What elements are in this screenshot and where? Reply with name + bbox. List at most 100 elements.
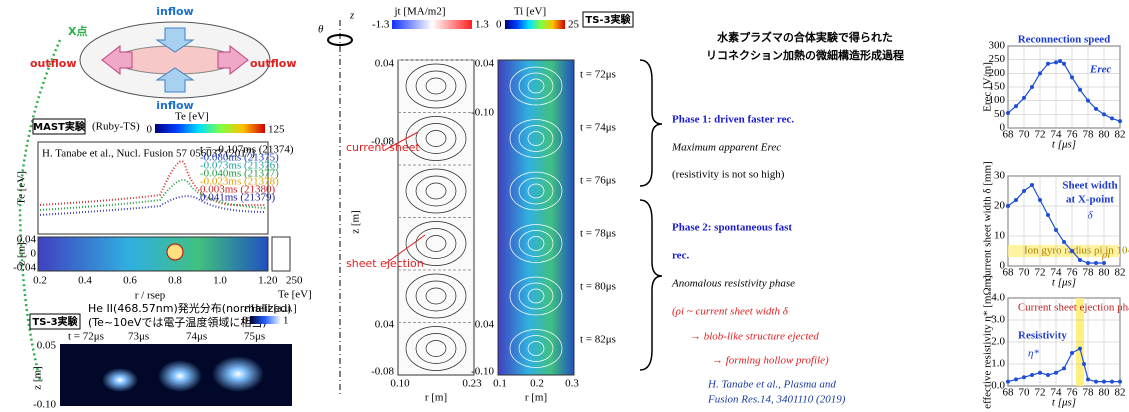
tick-label: 0.23 <box>462 378 482 390</box>
point <box>1030 373 1034 377</box>
point <box>1086 377 1090 381</box>
point <box>1118 119 1122 123</box>
image <box>167 244 183 260</box>
y-axis-label: Erec [V/m] <box>982 62 994 112</box>
label: inflow <box>156 5 193 18</box>
time-label: t = 72μs <box>68 331 104 343</box>
heading: Phase 2: spontaneous fast <box>672 222 792 234</box>
tick-label: 0 <box>272 275 278 287</box>
point <box>1078 347 1082 351</box>
x-tick-label: 82 <box>1115 267 1126 279</box>
annotation: Erec <box>1089 64 1112 76</box>
citation: Fusion Res.14, 3401110 (2019) <box>707 394 846 406</box>
text: Anomalous resistivity phase <box>671 278 795 290</box>
point <box>1038 71 1042 75</box>
title: 水素プラズマの合体実験で得られた <box>717 30 893 44</box>
point <box>1046 373 1050 377</box>
tick-label: -0.10 <box>471 107 494 119</box>
colorbar <box>155 124 265 133</box>
point <box>1058 59 1062 63</box>
tick-label: 0 <box>31 248 37 260</box>
ti-map <box>498 60 574 375</box>
x-tick-label: 70 <box>1019 387 1031 399</box>
citation: H. Tanabe et al., Plasma and <box>707 379 836 391</box>
middle-panel: z θ jt [MA/m2] -1.3 1.3 Ti [eV] 0 25 TS-… <box>318 6 662 404</box>
x-tick-label: 70 <box>1019 267 1031 279</box>
label: jt [MA/m2] <box>393 6 445 18</box>
colorbar <box>250 316 280 324</box>
point <box>1082 362 1086 366</box>
tick-label: 0.8 <box>168 275 182 287</box>
label: 1 <box>283 315 289 327</box>
point <box>1062 366 1066 370</box>
tick-label: -0.10 <box>33 399 56 411</box>
title: Reconnection speed <box>1018 34 1111 46</box>
axis-label: z [m] <box>350 210 362 234</box>
point <box>1070 249 1074 253</box>
legend-entry: 0.041ms (21379) <box>200 192 276 204</box>
tick-label: 0.2 <box>530 378 544 390</box>
time-label: t = 76μs <box>580 175 616 187</box>
x-axis-label: t [μs] <box>1052 397 1076 409</box>
heading: Phase 1: driven faster rec. <box>672 114 794 126</box>
point <box>1078 88 1082 92</box>
annotation: η* <box>1028 348 1039 360</box>
x-tick-label: 78 <box>1083 129 1095 141</box>
point <box>1062 62 1066 66</box>
tick-label: -0.10 <box>471 366 494 378</box>
point <box>1006 380 1010 384</box>
x-tick-label: 78 <box>1083 387 1095 399</box>
tick-label: 0.4 <box>78 275 92 287</box>
label: -1.3 <box>372 19 390 31</box>
point <box>1070 351 1074 355</box>
point <box>1094 380 1098 384</box>
tick-label: 0.6 <box>123 275 137 287</box>
slide: X点 inflow inflow outflow outflow MAST実験 … <box>0 0 1129 412</box>
title: Resistivity <box>1018 330 1067 342</box>
x-tick-label: 78 <box>1083 267 1095 279</box>
title: at X-point <box>1066 194 1114 206</box>
tick-label: 0.04 <box>475 319 495 331</box>
x-tick-label: 82 <box>1115 129 1126 141</box>
axis-label: Te [eV] <box>16 171 28 205</box>
point <box>1006 204 1010 208</box>
axis-label: r [m] <box>525 392 547 404</box>
tick-label: 0.10 <box>390 378 410 390</box>
colorbar <box>392 20 472 29</box>
x-tick-label: 70 <box>1019 129 1031 141</box>
axis-label: z [m] <box>32 366 44 390</box>
badge-text: TS-3実験 <box>32 315 78 328</box>
annotation: current sheet <box>346 141 420 154</box>
x-tick-label: 80 <box>1099 129 1111 141</box>
legend: t = -0.107ms (21374)-0.080ms (21375)-0.0… <box>200 144 294 204</box>
annotation: ρi <box>1101 249 1110 261</box>
point <box>1046 62 1050 66</box>
ts3-panel: TS-3実験 He II(468.57nm)発光分布(normalized) (… <box>30 301 297 411</box>
colorbar <box>505 20 565 29</box>
x-tick-label: 72 <box>1035 129 1046 141</box>
y-tick-label: 10 <box>994 230 1006 242</box>
x-axis-label: t [μs] <box>1052 139 1076 151</box>
image <box>102 368 138 392</box>
text: → blob-like structure ejected <box>690 331 819 343</box>
tick-label: -0.04 <box>13 262 36 274</box>
point <box>1102 261 1106 265</box>
label: 25 <box>568 19 580 31</box>
axis-label: r [m] <box>425 392 447 404</box>
label: 0 <box>243 315 249 327</box>
y-tick-label: 50 <box>994 108 1006 120</box>
label: Ti [eV] <box>514 6 546 18</box>
point <box>1094 107 1098 111</box>
tick-label: 0.04 <box>17 234 37 246</box>
x-axis-label: t [μs] <box>1052 277 1076 289</box>
side-plot <box>272 237 290 271</box>
point <box>1046 213 1050 217</box>
time-label: t = 78μs <box>580 228 616 240</box>
point <box>1014 104 1018 108</box>
label: Te [eV] <box>175 111 209 123</box>
image <box>212 356 264 392</box>
label: 125 <box>268 124 285 136</box>
point <box>1102 112 1106 116</box>
point <box>1118 380 1122 384</box>
mast-panel: MAST実験 (Ruby-TS) Te [eV] 0 125 H. Tanabe… <box>13 111 312 302</box>
